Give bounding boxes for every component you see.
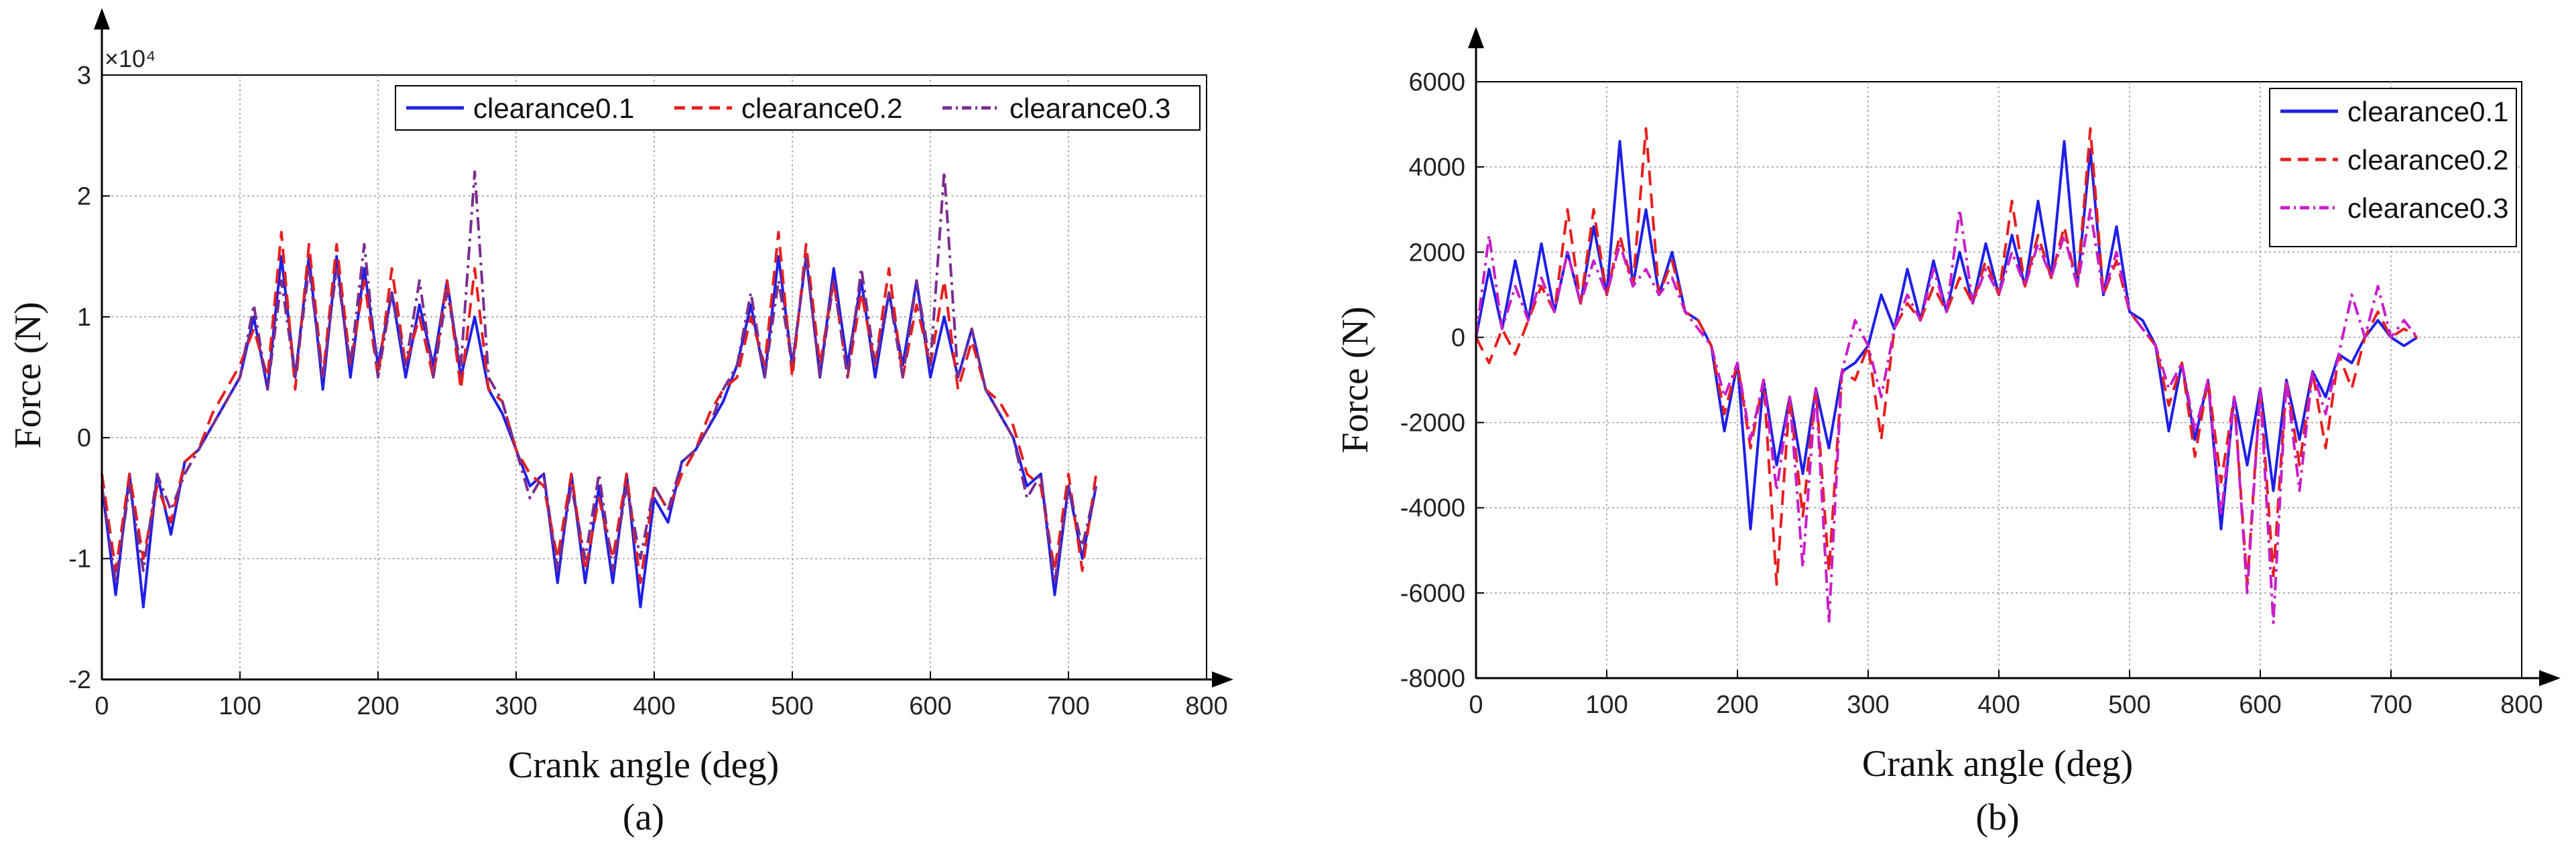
x-tick-label: 0: [1469, 691, 1483, 719]
ticks-a: 0 100 200 300 400 500 600 700 800 -2 -1 0 1 2 3: [68, 62, 1228, 720]
series-group-a: [101, 170, 1098, 608]
legend-label-clearance0.3: clearance0.3: [2347, 192, 2509, 224]
y-axis-label-a: Force (N): [7, 302, 49, 448]
y-tick-label: 0: [1451, 324, 1465, 352]
legend-label-clearance0.1: clearance0.1: [473, 92, 635, 124]
series-line-clearance0.3: [101, 170, 1098, 584]
panel-label-b: (b): [1975, 797, 2019, 838]
x-tick-label: 500: [2108, 691, 2150, 719]
x-tick-label: 800: [1185, 692, 1227, 720]
x-axis-label-b: Crank angle (deg): [1862, 743, 2133, 785]
y-axis-label-b: Force (N): [1335, 306, 1376, 453]
y-tick-label: 0: [77, 424, 91, 452]
x-tick-label: 600: [2239, 691, 2281, 719]
y-multiplier-a: ×10⁴: [105, 45, 156, 72]
y-tick-label: 6000: [1408, 68, 1465, 96]
legend-b: clearance0.1 clearance0.2 clearance0.3: [2269, 88, 2517, 247]
x-tick-label: 100: [1585, 691, 1628, 719]
legend-box: [2269, 88, 2517, 247]
series-group-b: [1475, 127, 2418, 625]
x-tick-label: 400: [633, 692, 675, 720]
y-tick-label: -1: [68, 545, 91, 574]
x-tick-label: 300: [1847, 691, 1889, 719]
legend-box: [395, 85, 1201, 131]
x-tick-label: 500: [771, 692, 813, 720]
y-arrowhead-a: [94, 8, 110, 29]
ticks-b: 0 100 200 300 400 500 600 700 800 -8000 -6000 -4000…: [1400, 68, 2543, 719]
y-tick-label: -6000: [1400, 580, 1465, 608]
legend-label-clearance0.2: clearance0.2: [2347, 144, 2509, 176]
panel-b: 0 100 200 300 400 500 600 700 800 -8000 -6000 -4000…: [1335, 27, 2561, 838]
legend-label-clearance0.3: clearance0.3: [1009, 92, 1171, 124]
y-arrowhead-b: [1468, 27, 1484, 48]
y-tick-label: 2000: [1408, 239, 1465, 267]
y-tick-label: 1: [77, 304, 91, 332]
y-tick-label: 3: [77, 62, 91, 90]
x-axis-label-a: Crank angle (deg): [508, 744, 779, 786]
x-tick-label: 300: [495, 692, 537, 720]
x-tick-label: 700: [2370, 691, 2412, 719]
x-arrowhead-b: [2539, 670, 2561, 686]
x-tick-label: 0: [95, 692, 109, 720]
x-tick-label: 400: [1977, 691, 2020, 719]
panel-a: 0 100 200 300 400 500 600 700 800 -2 -1 0 1 2 3 ×10⁴ C…: [7, 8, 1233, 838]
x-tick-label: 800: [2500, 691, 2542, 719]
legend-label-clearance0.2: clearance0.2: [741, 92, 903, 124]
legend-a: clearance0.1 clearance0.2 clearance0.3: [395, 85, 1201, 131]
series-line-clearance0.3: [1475, 208, 2418, 625]
panel-label-a: (a): [623, 797, 664, 838]
x-tick-label: 700: [1047, 692, 1089, 720]
y-tick-label: 2: [77, 182, 91, 210]
y-tick-label: 4000: [1408, 153, 1465, 182]
y-tick-label: -2000: [1400, 409, 1465, 438]
x-arrowhead-a: [1212, 671, 1233, 688]
y-tick-label: -2: [68, 666, 91, 694]
y-tick-label: -8000: [1400, 665, 1465, 693]
x-tick-label: 200: [357, 692, 399, 720]
legend-label-clearance0.1: clearance0.1: [2347, 96, 2509, 127]
x-tick-label: 200: [1716, 691, 1758, 719]
x-tick-label: 100: [219, 692, 261, 720]
y-tick-label: -4000: [1400, 495, 1465, 523]
x-tick-label: 600: [909, 692, 951, 720]
